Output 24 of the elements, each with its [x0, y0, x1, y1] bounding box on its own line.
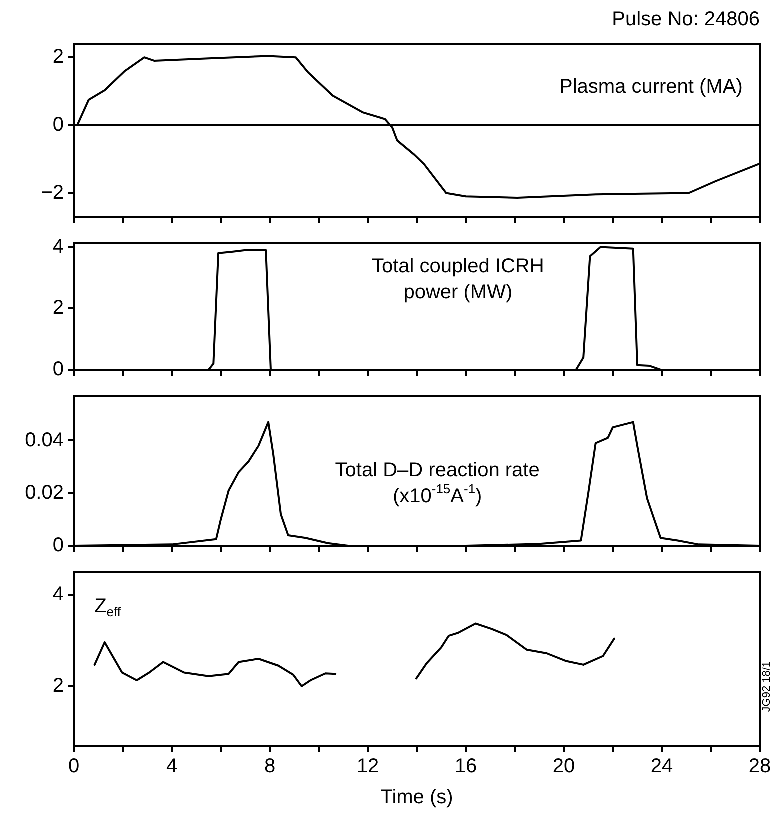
- y-tick-label: 0: [52, 358, 64, 381]
- y-tick-label: 2: [52, 46, 64, 68]
- x-tick-label: 12: [356, 756, 380, 778]
- y-tick-label: 0.02: [25, 482, 64, 504]
- y-tick-label: 0.04: [25, 429, 64, 452]
- x-tick-label: 24: [650, 756, 674, 778]
- x-tick-label: 8: [264, 756, 276, 778]
- y-tick-label: 4: [52, 583, 64, 606]
- y-tick-label: 0: [52, 534, 64, 557]
- text: JG92 18/1: [761, 661, 774, 712]
- x-tick-label: 20: [552, 756, 576, 778]
- x-tick-label: 16: [454, 756, 478, 778]
- y-tick-label: −2: [41, 182, 64, 204]
- x-axis-title: Time (s): [380, 786, 454, 809]
- chart-title: Pulse No: 24806: [612, 8, 760, 31]
- annotation: Plasma current (MA): [559, 76, 743, 98]
- y-tick-label: 2: [52, 297, 64, 320]
- x-tick-label: 4: [166, 756, 178, 778]
- y-tick-label: 4: [52, 236, 64, 258]
- annotation: Total coupled ICRH power (MW): [372, 256, 544, 304]
- x-tick-label: 28: [748, 756, 772, 778]
- y-tick-label: 0: [52, 114, 64, 136]
- x-tick-label: 0: [68, 756, 80, 778]
- y-tick-label: 2: [52, 674, 64, 697]
